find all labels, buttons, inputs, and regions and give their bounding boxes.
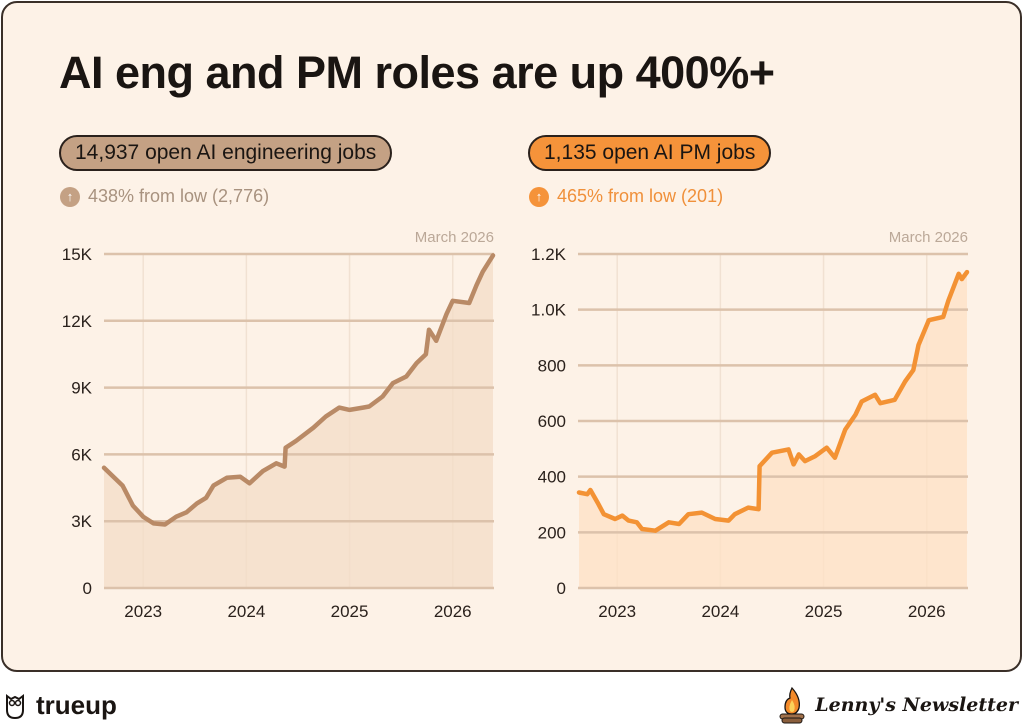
y-tick-label: 800	[538, 356, 566, 375]
x-tick-label: 2026	[434, 602, 472, 621]
series-line	[576, 269, 970, 533]
pm-jobs-chart: 2023 2024 2025 2026 0 200 400 600 800 1.0K 1.2K Mar…	[531, 229, 970, 621]
arrow-up-circle-icon: ↑	[60, 186, 80, 207]
arrow-up-circle-icon: ↑	[529, 186, 549, 207]
lennys-newsletter-logo: Lenny's Newsletter	[777, 686, 1018, 724]
y-tick-label: 200	[538, 523, 566, 542]
y-tick-label: 1.2K	[531, 245, 567, 264]
campfire-icon	[779, 686, 805, 724]
trueup-brand: trueup	[36, 690, 117, 720]
date-note: March 2026	[415, 229, 494, 246]
eng-jobs-chart: 2023 2024 2025 2026 0 3K 6K 9K 12K 15K March 2026	[62, 229, 496, 621]
x-tick-label: 2024	[227, 602, 265, 621]
pm-change-text: 465% from low (201)	[557, 186, 724, 206]
area-fill	[104, 255, 493, 588]
y-tick-label: 12K	[62, 312, 93, 331]
newsletter-name: Lenny's Newsletter	[815, 694, 1018, 716]
pm-jobs-pill: 1,135 open AI PM jobs	[528, 135, 772, 171]
x-tick-label: 2025	[331, 602, 369, 621]
page-title: AI eng and PM roles are up 400%+	[59, 47, 775, 98]
series-line	[101, 253, 496, 527]
pm-change: ↑ 465% from low (201)	[529, 186, 723, 207]
y-tick-label: 9K	[71, 379, 92, 398]
x-tick-label: 2026	[908, 602, 946, 621]
trueup-logo: trueup	[4, 690, 117, 721]
eng-jobs-pill: 14,937 open AI engineering jobs	[59, 135, 393, 171]
owl-icon	[6, 693, 24, 719]
date-note: March 2026	[889, 229, 968, 246]
y-tick-label: 400	[538, 468, 566, 487]
y-tick-label: 600	[538, 412, 566, 431]
x-tick-label: 2024	[701, 602, 739, 621]
x-tick-label: 2023	[598, 602, 636, 621]
y-tick-label: 0	[83, 579, 92, 598]
area-fill	[579, 272, 967, 588]
y-tick-label: 6K	[71, 445, 92, 464]
y-tick-label: 1.0K	[531, 301, 567, 320]
x-tick-label: 2025	[805, 602, 843, 621]
y-tick-label: 0	[557, 579, 566, 598]
y-tick-label: 3K	[71, 512, 92, 531]
y-tick-label: 15K	[62, 245, 93, 264]
x-tick-label: 2023	[124, 602, 162, 621]
eng-change: ↑ 438% from low (2,776)	[60, 186, 269, 207]
eng-change-text: 438% from low (2,776)	[88, 186, 270, 206]
